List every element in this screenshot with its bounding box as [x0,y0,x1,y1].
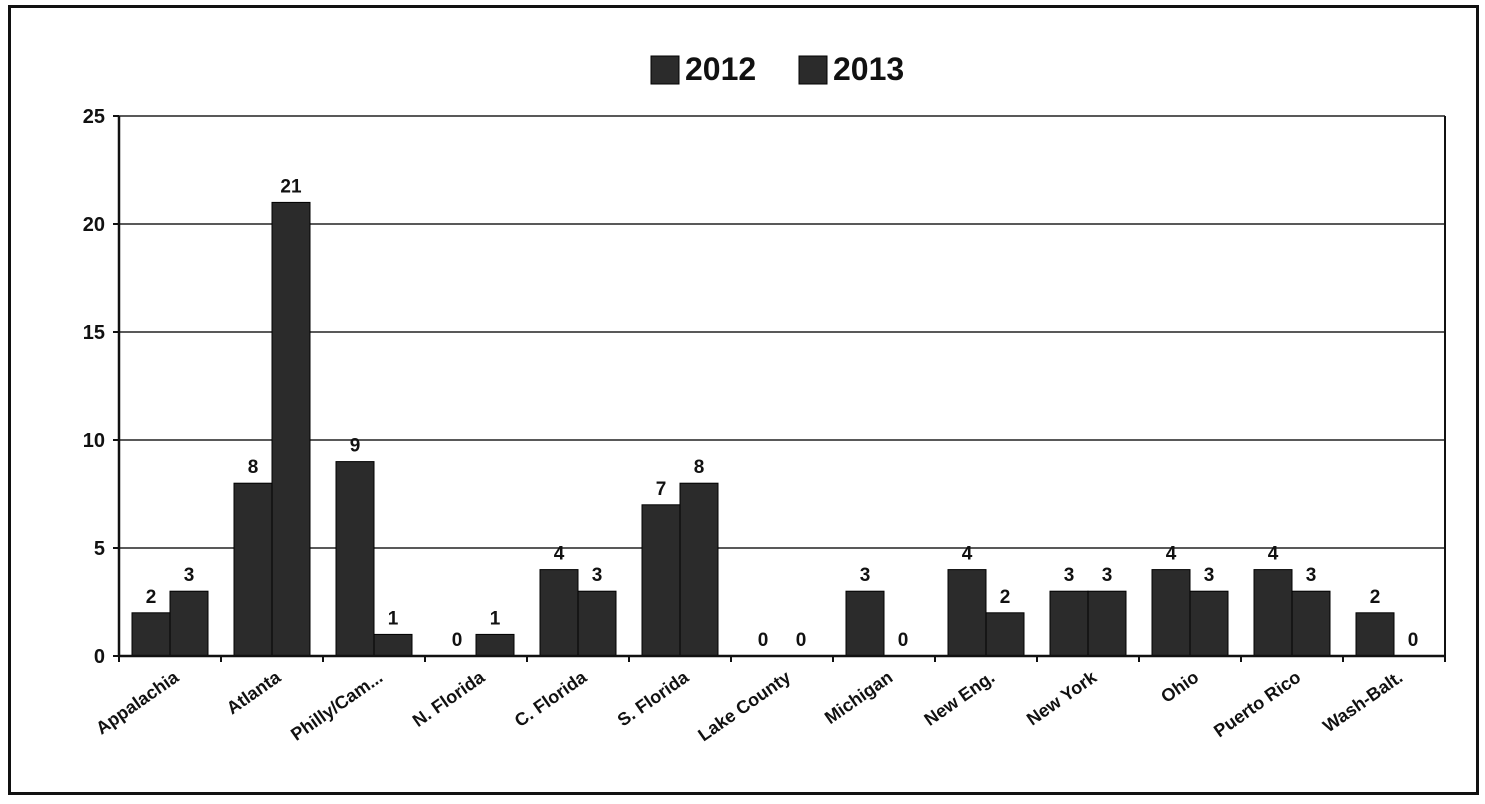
data-labels: 2 3 8 21 9 1 0 1 4 3 7 8 0 0 3 0 4 2 3 3 4 3 4 3 2 0 [146,176,1419,651]
x-axis-category-labels: Appalachia Atlanta Philly/Cam... N. Florida… [92,666,1406,745]
data-label-2012: 2 [1370,587,1381,608]
data-label-2013: 3 [1102,565,1113,586]
chart-frame: 0 5 10 15 20 25 Appalachia Atlanta Philly/Cam..… [8,5,1479,795]
data-label-2012: 4 [962,544,973,565]
y-axis-tick-labels: 0 5 10 15 20 25 [83,106,105,668]
bar-2013 [373,633,413,657]
bar-2012 [1355,612,1395,657]
bar-2012 [947,569,987,657]
bar-2013 [1087,590,1127,657]
bar-2013 [577,590,617,657]
legend-swatch-2013 [798,55,828,85]
data-label-2013: 0 [898,630,909,651]
x-category-label: Appalachia [92,666,183,738]
y-tick-label: 10 [83,430,105,452]
data-label-2013: 21 [280,176,302,197]
data-label-2012: 7 [656,479,667,500]
x-category-label: Wash-Balt. [1319,667,1406,736]
data-label-2012: 4 [1268,544,1279,565]
bar-2013 [169,590,209,657]
bar-2013 [1291,590,1331,657]
bar-2013 [985,612,1025,657]
legend-swatch-2012 [650,55,680,85]
bar-2013 [475,633,515,657]
data-label-2013: 3 [1306,565,1317,586]
data-label-2013: 0 [1408,630,1419,651]
data-label-2013: 0 [796,630,807,651]
x-category-label: N. Florida [409,666,489,731]
bars [131,201,1395,657]
data-label-2012: 0 [452,630,463,651]
bar-2012 [233,482,273,657]
x-category-label: Michigan [821,667,896,728]
x-category-label: Lake County [694,667,794,745]
gridlines [119,115,1445,549]
data-label-2012: 4 [554,544,565,565]
data-label-2013: 3 [1204,565,1215,586]
y-tick-label: 25 [83,106,105,128]
bar-2012 [1253,569,1293,657]
x-category-label: C. Florida [511,666,591,731]
bar-2012 [131,612,171,657]
bar-2012 [335,461,375,657]
bar-2013 [1189,590,1229,657]
data-label-2013: 3 [592,565,603,586]
bar-2012 [539,569,579,657]
y-tick-label: 5 [94,538,105,560]
bar-2013 [271,201,311,657]
data-label-2012: 9 [350,436,361,457]
x-category-label: Ohio [1157,667,1202,707]
data-label-2013: 3 [184,565,195,586]
bar-2012 [641,504,681,657]
x-category-label: New York [1023,666,1101,729]
legend: 2012 2013 [650,51,904,87]
legend-label-2012: 2012 [685,51,756,87]
bar-2012 [1151,569,1191,657]
y-tick-label: 0 [94,646,105,668]
legend-label-2013: 2013 [833,51,904,87]
data-label-2012: 2 [146,587,157,608]
x-category-label: New Eng. [920,667,998,730]
data-label-2013: 1 [388,608,399,629]
x-category-label: Atlanta [223,666,285,718]
data-label-2013: 2 [1000,587,1011,608]
x-category-label: S. Florida [614,666,693,730]
y-tick-label: 15 [83,322,105,344]
data-label-2012: 0 [758,630,769,651]
data-label-2012: 4 [1166,544,1177,565]
y-tick-label: 20 [83,214,105,236]
bar-2012 [1049,590,1089,657]
data-label-2012: 8 [248,457,259,478]
bar-2013 [679,482,719,657]
data-label-2013: 1 [490,608,501,629]
data-label-2012: 3 [860,565,871,586]
axes [113,115,1446,662]
x-category-label: Puerto Rico [1210,667,1304,741]
data-label-2012: 3 [1064,565,1075,586]
data-label-2013: 8 [694,457,705,478]
bar-2012 [845,590,885,657]
x-category-label: Philly/Cam... [287,667,386,745]
